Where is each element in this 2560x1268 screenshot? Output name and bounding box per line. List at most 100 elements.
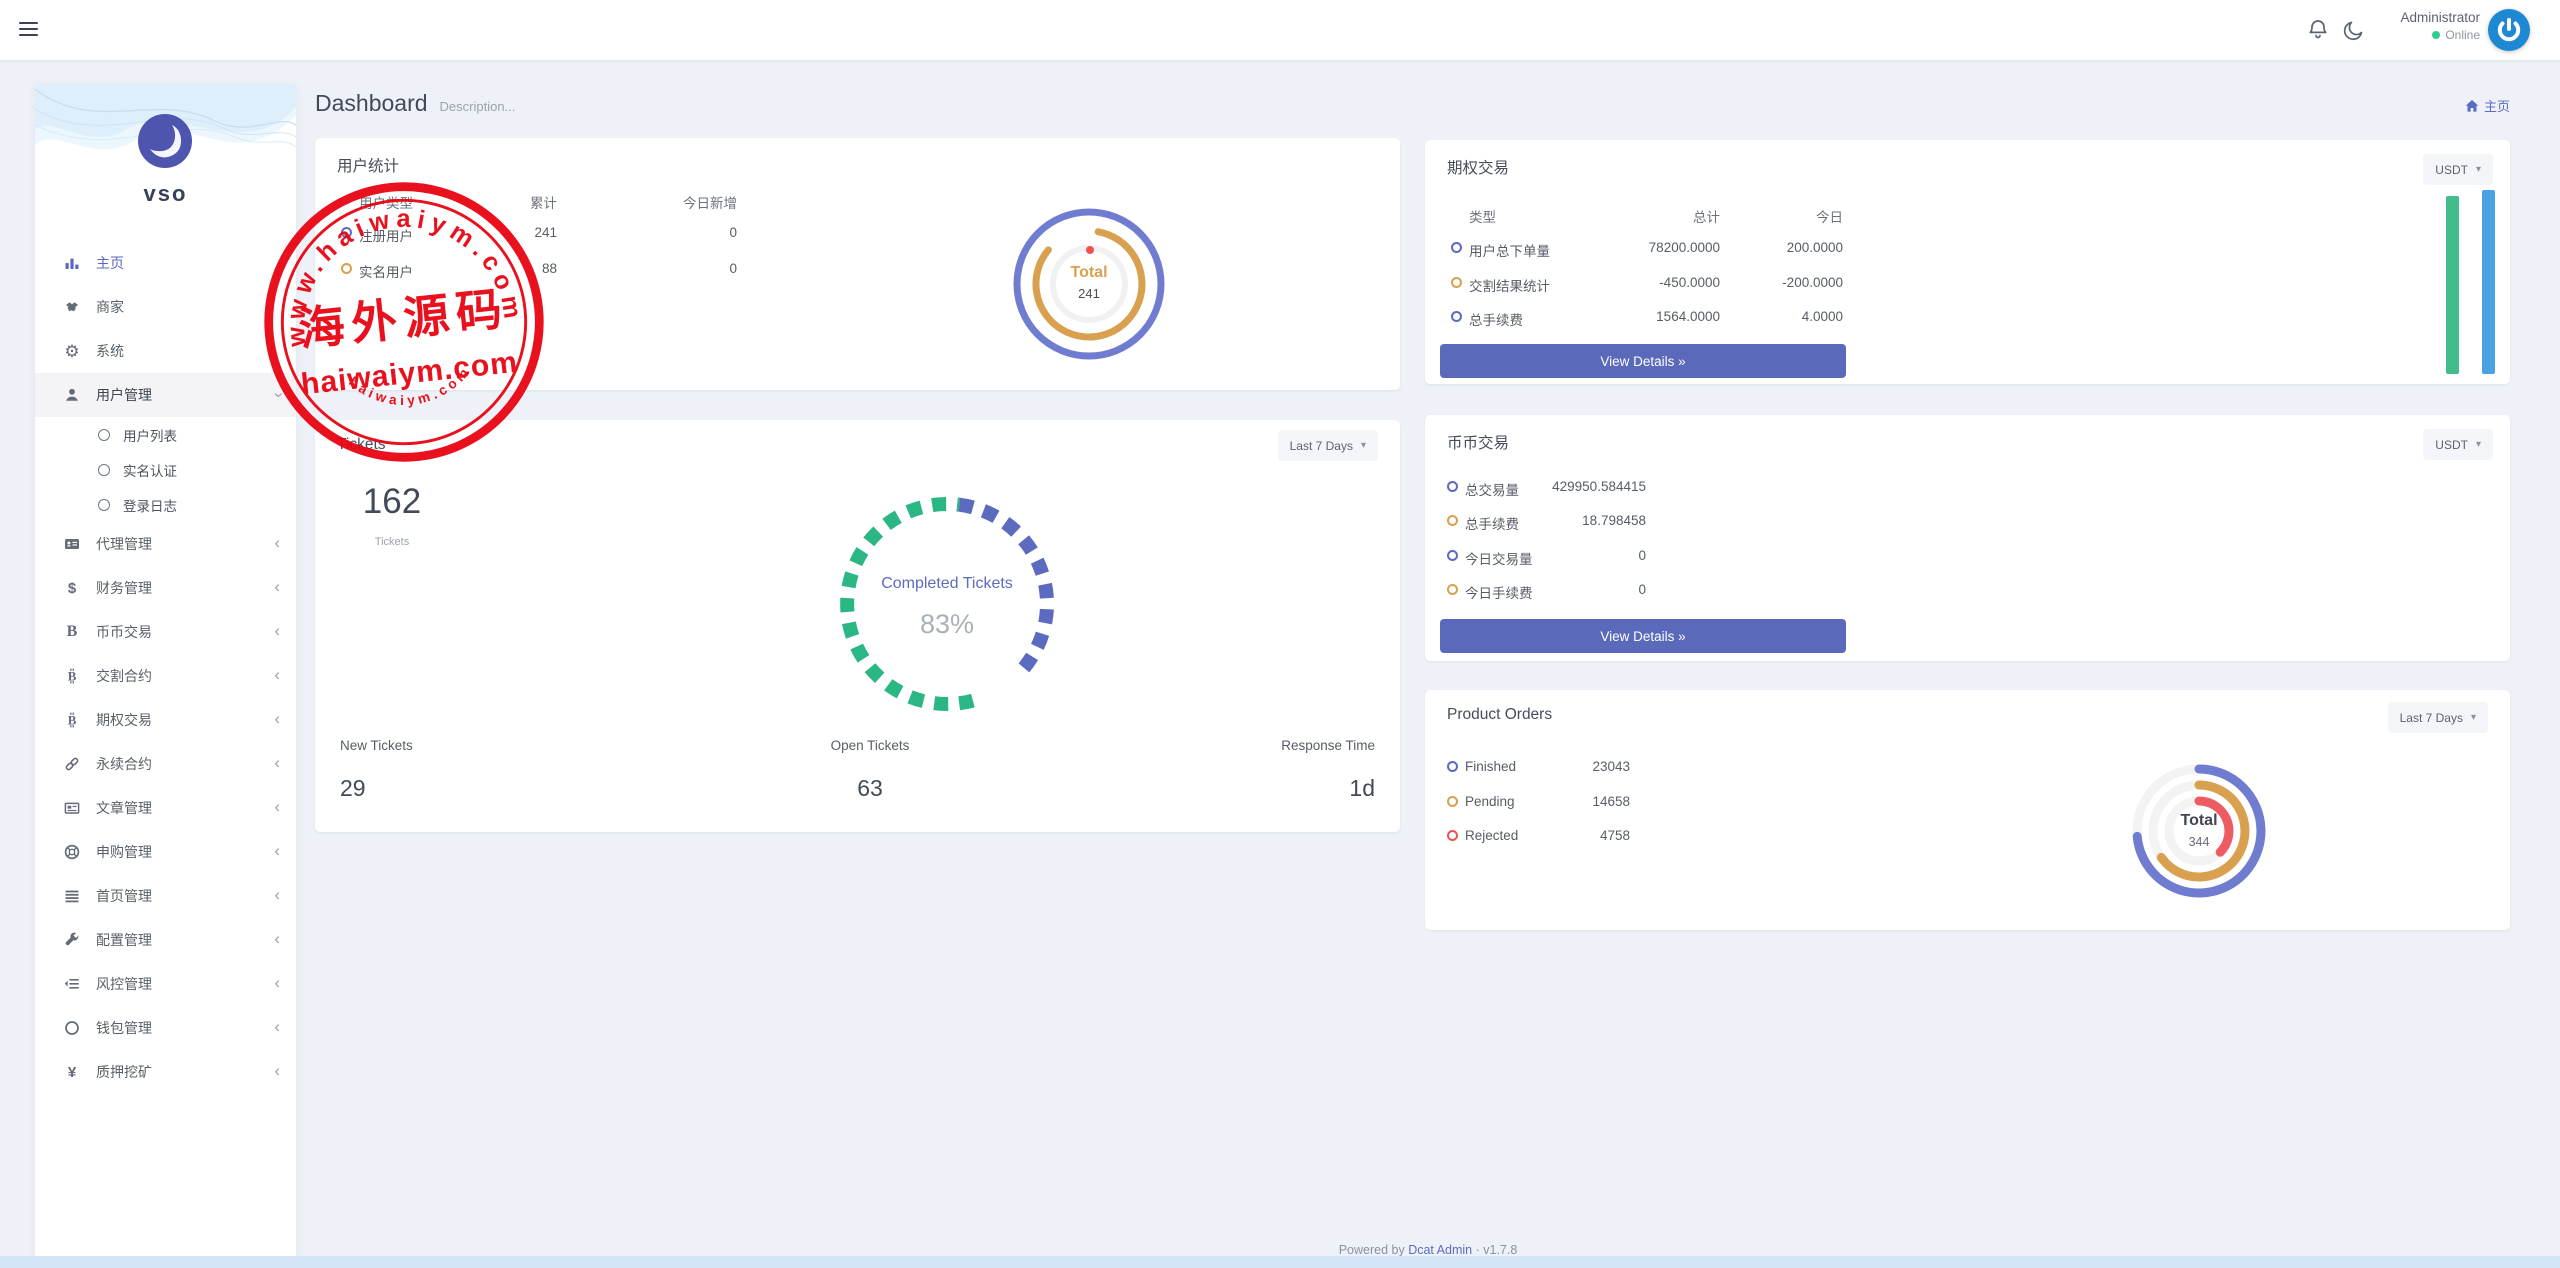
sidebar-item-delivery-contract[interactable]: B 交割合约 ‹ [35, 654, 296, 698]
chevron-left-icon: ‹ [274, 797, 280, 817]
series-ring-icon [1447, 830, 1458, 841]
donut-center-label: Total 241 [1070, 264, 1108, 301]
chevron-down-icon: ▾ [1360, 440, 1366, 451]
sidebar-subitem-user-list[interactable]: 用户列表 [35, 417, 296, 452]
blue-bar [2482, 190, 2495, 374]
sidebar-item-label: 文章管理 [96, 800, 152, 816]
sidebar-item-label: 期权交易 [96, 712, 152, 728]
card-title: 币币交易 [1447, 435, 1510, 452]
sidebar-item-label: 钱包管理 [96, 1020, 152, 1036]
column-header: 用户类型 [359, 196, 413, 211]
table-row: Finished 23043 [1425, 757, 2510, 777]
breadcrumb-home[interactable]: 主页 [2465, 96, 2510, 115]
sidebar-item-perpetual-contract[interactable]: 永续合约 ‹ [35, 742, 296, 786]
currency-select[interactable]: USDT ▾ [2423, 154, 2493, 185]
moon-icon[interactable] [2342, 18, 2366, 42]
table-row: Rejected 4758 [1425, 826, 2510, 846]
table-row: Pending 14658 [1425, 792, 2510, 812]
chevron-left-icon: ‹ [274, 665, 280, 685]
page-description: Description... [439, 99, 516, 114]
series-ring-icon [1447, 584, 1458, 595]
bell-icon[interactable] [2306, 18, 2330, 42]
sidebar-item-wallet-management[interactable]: 钱包管理 ‹ [35, 1006, 296, 1050]
series-ring-icon [1447, 550, 1458, 561]
hamburger-menu-icon[interactable] [19, 22, 38, 37]
sidebar-item-merchant[interactable]: 商家 [35, 285, 296, 329]
sidebar-item-agent-management[interactable]: 代理管理 ‹ [35, 522, 296, 566]
chevron-left-icon: ‹ [274, 841, 280, 861]
svg-text:B: B [68, 713, 77, 728]
sidebar-subitem-label: 用户列表 [123, 428, 177, 444]
column-header: 今日新增 [683, 196, 737, 211]
footer-dcat-link[interactable]: Dcat Admin [1408, 1243, 1473, 1257]
sidebar-item-finance[interactable]: $ 财务管理 ‹ [35, 566, 296, 610]
sidebar-item-homepage-management[interactable]: 首页管理 ‹ [35, 874, 296, 918]
sidebar-subitem-label: 实名认证 [123, 463, 177, 479]
sidebar-item-label: 风控管理 [96, 976, 152, 992]
sidebar-item-label: 币币交易 [96, 624, 152, 640]
sidebar-item-options-trade[interactable]: B 期权交易 ‹ [35, 698, 296, 742]
sidebar-subitem-label: 登录日志 [123, 498, 177, 514]
donut-center-label: Total 344 [2180, 812, 2218, 849]
sidebar-item-label: 配置管理 [96, 932, 152, 948]
range-select[interactable]: Last 7 Days ▾ [1277, 430, 1378, 461]
newspaper-icon [62, 800, 82, 817]
sidebar-item-label: 申购管理 [96, 844, 152, 860]
series-ring-icon [1447, 481, 1458, 492]
sidebar-item-label: 交割合约 [96, 668, 152, 684]
chevron-left-icon: ‹ [274, 753, 280, 773]
dollar-icon: $ [67, 579, 77, 597]
chevron-left-icon: ‹ [274, 709, 280, 729]
sidebar-item-config-management[interactable]: 配置管理 ‹ [35, 918, 296, 962]
sidebar-subitem-kyc[interactable]: 实名认证 [35, 452, 296, 487]
sidebar-item-label: 商家 [96, 299, 124, 315]
user-menu[interactable]: Administrator Online [2400, 9, 2480, 43]
power-avatar-icon[interactable] [2488, 9, 2530, 51]
coin-trade-card: 币币交易 USDT ▾ 总交易量 429950.584415 总手续费 18.79… [1425, 415, 2510, 661]
series-ring-icon [1447, 761, 1458, 772]
horizontal-scrollbar[interactable] [0, 1256, 2560, 1268]
sidebar-item-user-management[interactable]: 用户管理 ‹ [35, 373, 296, 417]
options-trade-card: 期权交易 USDT ▾ 类型 总计 今日 用户总下单量 78200.0000 20… [1425, 140, 2510, 384]
range-select[interactable]: Last 7 Days ▾ [2387, 702, 2488, 733]
chevron-left-icon: ‹ [274, 577, 280, 597]
table-row: 实名用户 88 0 [315, 259, 1400, 280]
sidebar-item-system[interactable]: ⚙ 系统 [35, 329, 296, 373]
chevron-left-icon: ‹ [274, 973, 280, 993]
handshake-icon [62, 299, 82, 316]
sidebar-item-staking-mining[interactable]: ¥ 质押挖矿 ‹ [35, 1050, 296, 1094]
circle-icon [62, 1020, 82, 1037]
card-title: 期权交易 [1447, 160, 1510, 177]
sidebar-item-subscription-management[interactable]: 申购管理 ‹ [35, 830, 296, 874]
sidebar-item-label: 首页管理 [96, 888, 152, 904]
gear-icon: ⚙ [64, 341, 80, 361]
sidebar-subitem-login-log[interactable]: 登录日志 [35, 487, 296, 522]
page-title: Dashboard [315, 90, 428, 116]
ticket-stat-open: Open Tickets 63 [830, 738, 910, 801]
currency-select[interactable]: USDT ▾ [2423, 429, 2493, 460]
chevron-down-icon: ‹ [267, 392, 287, 398]
top-header: Administrator Online [0, 0, 2560, 60]
logo-text: vso [143, 181, 188, 206]
tickets-total: 162 Tickets [362, 482, 422, 548]
sidebar-item-risk-management[interactable]: 风控管理 ‹ [35, 962, 296, 1006]
chevron-down-icon: ▾ [2470, 712, 2476, 723]
sidebar-item-label: 用户管理 [96, 387, 152, 403]
view-details-button[interactable]: View Details » [1440, 344, 1846, 378]
product-orders-card: Product Orders Last 7 Days ▾ Finished 230… [1425, 690, 2510, 930]
ticket-stat-new: New Tickets 29 [340, 738, 413, 801]
online-status-label: Online [2445, 28, 2480, 42]
sidebar-item-spot-trade[interactable]: B 币币交易 ‹ [35, 610, 296, 654]
sidebar-item-home[interactable]: 主页 [35, 241, 296, 285]
user-icon [62, 387, 82, 404]
home-icon [2465, 99, 2479, 112]
series-ring-icon [1451, 277, 1462, 288]
table-row: 交割结果统计 -450.0000 -200.0000 [1425, 273, 2510, 294]
id-card-icon [62, 536, 82, 553]
user-total-donut-chart [1013, 208, 1165, 360]
sidebar-item-article-management[interactable]: 文章管理 ‹ [35, 786, 296, 830]
view-details-button[interactable]: View Details » [1440, 619, 1846, 653]
series-ring-icon [1451, 311, 1462, 322]
column-header: 今日 [1816, 210, 1843, 225]
